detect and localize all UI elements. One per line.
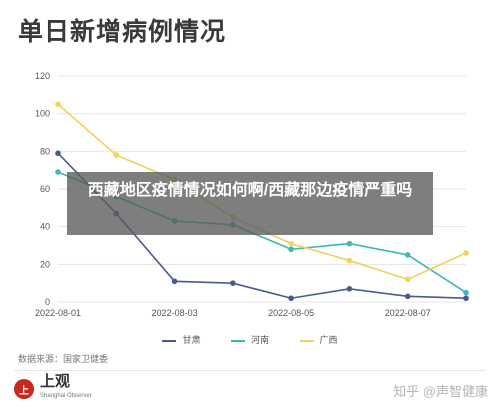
- legend-item-gansu: 甘肃: [162, 333, 200, 346]
- data-point: [346, 286, 353, 292]
- legend-label: 河南: [250, 335, 269, 345]
- page-title: 单日新增病例情况: [18, 17, 227, 46]
- legend-swatch: [299, 339, 314, 342]
- legend-label: 甘肃: [182, 335, 201, 345]
- data-source-note: 数据来源：国家卫健委: [18, 354, 109, 364]
- data-point: [288, 246, 294, 253]
- data-point: [113, 152, 120, 158]
- shangguan-logo: 上 上观 Shanghai Observer: [14, 373, 92, 402]
- data-point: [404, 252, 411, 258]
- logo-subtitle: Shanghai Observer: [40, 393, 92, 399]
- divider: [14, 370, 486, 371]
- legend-swatch: [162, 339, 177, 342]
- overlay-caption: 西藏地区疫情情况如何啊/西藏那边疫情严重吗: [67, 172, 433, 235]
- x-tick-label: 2022-08-01: [35, 308, 81, 318]
- legend-swatch: [230, 339, 245, 342]
- legend-item-guangxi: 广西: [299, 333, 338, 346]
- data-point: [463, 289, 469, 296]
- x-tick-label: 2022-08-05: [268, 308, 314, 318]
- watermark: 知乎 @声智健康: [393, 384, 488, 399]
- data-point: [55, 169, 61, 175]
- y-tick-label: 120: [35, 71, 50, 81]
- x-tick-label: 2022-08-03: [152, 308, 198, 318]
- y-tick-label: 60: [40, 184, 50, 194]
- legend-item-henan: 河南: [230, 333, 269, 346]
- y-tick-label: 20: [40, 259, 50, 269]
- data-point: [346, 240, 353, 247]
- legend-label: 广西: [319, 335, 338, 345]
- data-point: [346, 257, 353, 264]
- x-tick-label: 2022-08-07: [385, 308, 431, 318]
- logo-mark-icon: 上: [14, 379, 34, 399]
- y-tick-label: 0: [45, 297, 50, 307]
- data-point: [55, 150, 61, 157]
- logo-name: 上观: [40, 373, 71, 390]
- data-point: [55, 101, 61, 108]
- data-point: [404, 276, 411, 283]
- data-point: [171, 278, 178, 285]
- data-point: [288, 295, 294, 302]
- data-point: [463, 250, 469, 256]
- y-tick-label: 80: [40, 146, 50, 156]
- y-tick-label: 40: [40, 222, 50, 232]
- data-point: [463, 295, 469, 302]
- y-tick-label: 100: [35, 109, 50, 119]
- line-chart: 0 20 40 60 80 100 120 2022-08-01 2022-08-03 2022-…: [35, 71, 469, 318]
- data-point: [404, 293, 411, 300]
- data-point: [230, 280, 236, 286]
- data-point: [288, 240, 294, 247]
- chart-legend: 甘肃 河南 广西: [0, 333, 500, 346]
